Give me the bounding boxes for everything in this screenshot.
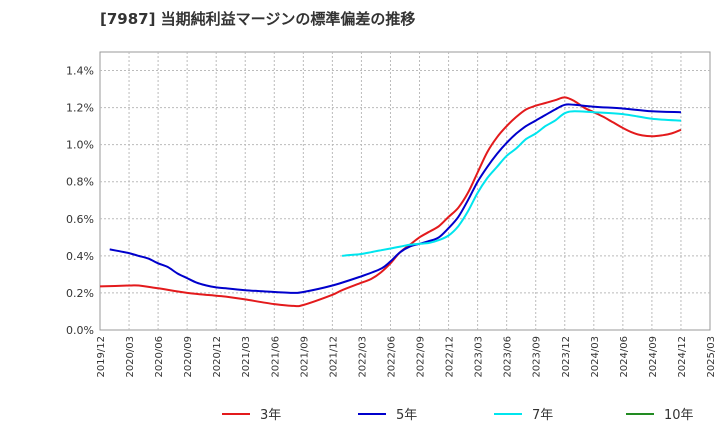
x-tick-label: 2023/06 xyxy=(503,336,514,378)
axis-tick-labels: 0.0% 0.2% 0.4% 0.6% 0.8% 1.0% 1.2% 1.4% 2019/12 2… xyxy=(66,65,717,378)
series-line-3年 xyxy=(99,96,682,308)
legend-label-10年: 10年 xyxy=(664,408,694,423)
x-tick-label: 2021/03 xyxy=(241,336,252,378)
legend-label-5年: 5年 xyxy=(396,408,417,423)
y-tick-label: 0.8% xyxy=(66,176,94,189)
chart-title: [7987] 当期純利益マージンの標準偏差の推移 xyxy=(100,10,416,28)
y-tick-label: 0.2% xyxy=(66,287,94,300)
x-tick-label: 2020/09 xyxy=(183,336,194,378)
x-tick-label: 2024/03 xyxy=(590,336,601,378)
x-tick-label: 2022/06 xyxy=(386,336,397,378)
x-tick-label: 2022/12 xyxy=(445,336,456,378)
x-tick-label: 2025/03 xyxy=(706,336,717,378)
grid-lines xyxy=(100,52,710,330)
x-tick-label: 2022/03 xyxy=(357,336,368,378)
y-tick-label: 1.0% xyxy=(66,139,94,152)
x-tick-label: 2019/12 xyxy=(96,336,107,378)
x-tick-label: 2023/12 xyxy=(561,336,572,378)
plot-area xyxy=(99,51,711,331)
series-line-7年 xyxy=(341,110,682,257)
x-tick-label: 2021/09 xyxy=(299,336,310,378)
x-tick-label: 2021/12 xyxy=(328,336,339,378)
x-tick-label: 2022/09 xyxy=(416,336,427,378)
x-tick-label: 2020/12 xyxy=(212,336,223,378)
x-tick-label: 2021/06 xyxy=(270,336,281,378)
y-tick-label: 0.0% xyxy=(66,324,94,337)
x-tick-label: 2024/09 xyxy=(648,336,659,378)
series-line-5年 xyxy=(109,103,682,294)
y-tick-label: 1.2% xyxy=(66,102,94,115)
y-tick-label: 0.4% xyxy=(66,250,94,263)
legend-label-3年: 3年 xyxy=(260,408,281,423)
x-tick-label: 2020/03 xyxy=(125,336,136,378)
series-lines xyxy=(99,96,682,308)
x-tick-label: 2023/03 xyxy=(474,336,485,378)
x-tick-label: 2024/06 xyxy=(619,336,630,378)
x-tick-label: 2023/09 xyxy=(532,336,543,378)
x-tick-label: 2020/06 xyxy=(154,336,165,378)
y-tick-label: 0.6% xyxy=(66,213,94,226)
legend-label-7年: 7年 xyxy=(532,408,553,423)
x-tick-label: 2024/12 xyxy=(677,336,688,378)
y-tick-label: 1.4% xyxy=(66,65,94,78)
legend: 3年 5年 7年 10年 xyxy=(222,408,694,423)
